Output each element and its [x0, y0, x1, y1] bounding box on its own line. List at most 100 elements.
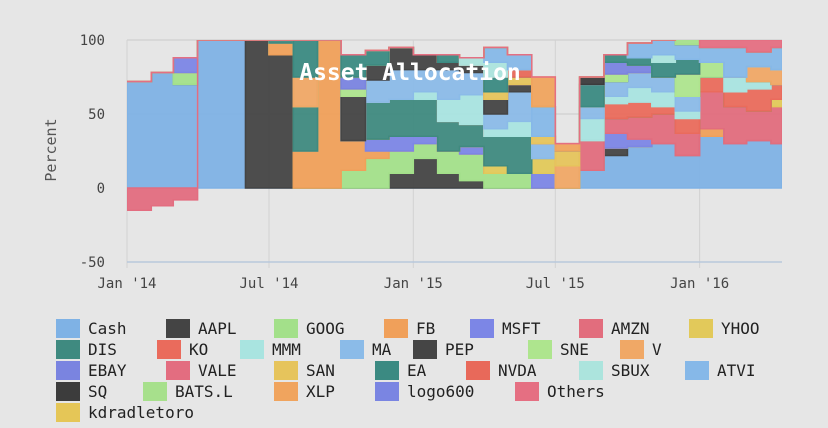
- legend-swatch: [515, 382, 539, 401]
- legend-item[interactable]: ATVI: [685, 360, 756, 381]
- legend-label: SNE: [560, 340, 589, 359]
- legend-swatch: [685, 361, 709, 380]
- legend-swatch: [620, 340, 644, 359]
- legend-label: NVDA: [498, 361, 537, 380]
- chart-svg: -50 0 50 100 Jan '14 Jul '14 Jan '15 Jul '15 Jan…: [42, 30, 782, 292]
- legend-label: PEP: [445, 340, 474, 359]
- legend-label: MSFT: [502, 319, 541, 338]
- legend-item[interactable]: SQ: [56, 381, 107, 402]
- legend-row: kdradletoro: [56, 402, 826, 423]
- legend-item[interactable]: Others: [515, 381, 605, 402]
- legend-label: SQ: [88, 382, 108, 401]
- legend-item[interactable]: KO: [157, 339, 208, 360]
- legend-label: SBUX: [611, 361, 650, 380]
- legend-label: logo600: [407, 382, 475, 401]
- legend-label: Cash: [88, 319, 127, 338]
- legend-label: kdradletoro: [88, 403, 194, 422]
- y-axis-label: Percent: [42, 118, 60, 181]
- legend-swatch: [157, 340, 181, 359]
- legend-swatch: [413, 340, 437, 359]
- legend-item[interactable]: NVDA: [466, 360, 537, 381]
- legend-label: EA: [407, 361, 427, 380]
- axes: -50 0 50 100 Jan '14 Jul '14 Jan '15 Jul '15 Jan…: [80, 33, 782, 292]
- legend-swatch: [579, 361, 603, 380]
- y-tick-label: -50: [80, 255, 105, 271]
- area-series-others[interactable]: [127, 30, 782, 145]
- y-tick-label: 0: [97, 181, 105, 197]
- legend-swatch: [56, 319, 80, 338]
- legend-swatch: [166, 319, 190, 338]
- legend-item[interactable]: XLP: [274, 381, 335, 402]
- legend-swatch: [56, 382, 80, 401]
- legend-label: EBAY: [88, 361, 127, 380]
- legend-swatch: [274, 382, 298, 401]
- x-tick-label: Jul '15: [526, 276, 585, 292]
- legend-label: YHOO: [721, 319, 760, 338]
- legend-label: V: [652, 340, 662, 359]
- legend-swatch: [274, 361, 298, 380]
- legend-row: DIS KO MMM MA PEP SNE V: [56, 339, 826, 360]
- legend-item[interactable]: PEP: [413, 339, 474, 360]
- legend-label: GOOG: [306, 319, 345, 338]
- legend-item[interactable]: AMZN: [579, 318, 650, 339]
- legend-swatch: [384, 319, 408, 338]
- legend-label: KO: [189, 340, 209, 359]
- legend-label: Others: [547, 382, 605, 401]
- legend-label: AAPL: [198, 319, 237, 338]
- legend-item[interactable]: GOOG: [274, 318, 345, 339]
- legend-item[interactable]: SAN: [274, 360, 335, 381]
- y-tick-label: 100: [80, 33, 105, 49]
- legend-label: ATVI: [717, 361, 756, 380]
- legend-swatch: [56, 340, 80, 359]
- legend-swatch: [240, 340, 264, 359]
- legend-swatch: [166, 361, 190, 380]
- legend-item[interactable]: Cash: [56, 318, 127, 339]
- legend-label: XLP: [306, 382, 335, 401]
- legend-swatch: [143, 382, 167, 401]
- legend-item[interactable]: MSFT: [470, 318, 541, 339]
- legend-item[interactable]: SNE: [528, 339, 589, 360]
- legend-label: MA: [372, 340, 392, 359]
- legend-swatch: [375, 361, 399, 380]
- legend-label: FB: [416, 319, 436, 338]
- legend-label: BATS.L: [175, 382, 233, 401]
- legend: Cash AAPL GOOG FB MSFT AMZN YHOO DIS KO MMM MA PEP S…: [56, 318, 826, 423]
- legend-item[interactable]: EBAY: [56, 360, 127, 381]
- legend-item[interactable]: logo600: [375, 381, 474, 402]
- legend-item[interactable]: YHOO: [689, 318, 760, 339]
- legend-swatch: [689, 319, 713, 338]
- legend-item[interactable]: AAPL: [166, 318, 237, 339]
- legend-item[interactable]: MMM: [240, 339, 301, 360]
- legend-swatch: [466, 361, 490, 380]
- x-tick-label: Jan '16: [670, 276, 729, 292]
- legend-swatch: [579, 319, 603, 338]
- legend-item[interactable]: V: [620, 339, 662, 360]
- y-tick-label: 50: [88, 107, 105, 123]
- legend-swatch: [274, 319, 298, 338]
- legend-swatch: [56, 403, 80, 422]
- legend-row: Cash AAPL GOOG FB MSFT AMZN YHOO: [56, 318, 826, 339]
- legend-item[interactable]: MA: [340, 339, 391, 360]
- legend-label: AMZN: [611, 319, 650, 338]
- legend-swatch: [470, 319, 494, 338]
- area-series-group: [127, 30, 782, 211]
- legend-label: SAN: [306, 361, 335, 380]
- legend-item[interactable]: EA: [375, 360, 426, 381]
- legend-label: VALE: [198, 361, 237, 380]
- legend-item[interactable]: DIS: [56, 339, 117, 360]
- legend-item[interactable]: kdradletoro: [56, 402, 194, 423]
- legend-row: SQ BATS.L XLP logo600 Others: [56, 381, 826, 402]
- legend-row: EBAY VALE SAN EA NVDA SBUX ATVI: [56, 360, 826, 381]
- legend-swatch: [340, 340, 364, 359]
- legend-label: DIS: [88, 340, 117, 359]
- legend-swatch: [375, 382, 399, 401]
- legend-label: MMM: [272, 340, 301, 359]
- legend-item[interactable]: SBUX: [579, 360, 650, 381]
- x-tick-label: Jan '15: [384, 276, 443, 292]
- legend-item[interactable]: BATS.L: [143, 381, 233, 402]
- legend-swatch: [528, 340, 552, 359]
- legend-item[interactable]: VALE: [166, 360, 237, 381]
- x-tick-label: Jan '14: [97, 276, 156, 292]
- legend-item[interactable]: FB: [384, 318, 435, 339]
